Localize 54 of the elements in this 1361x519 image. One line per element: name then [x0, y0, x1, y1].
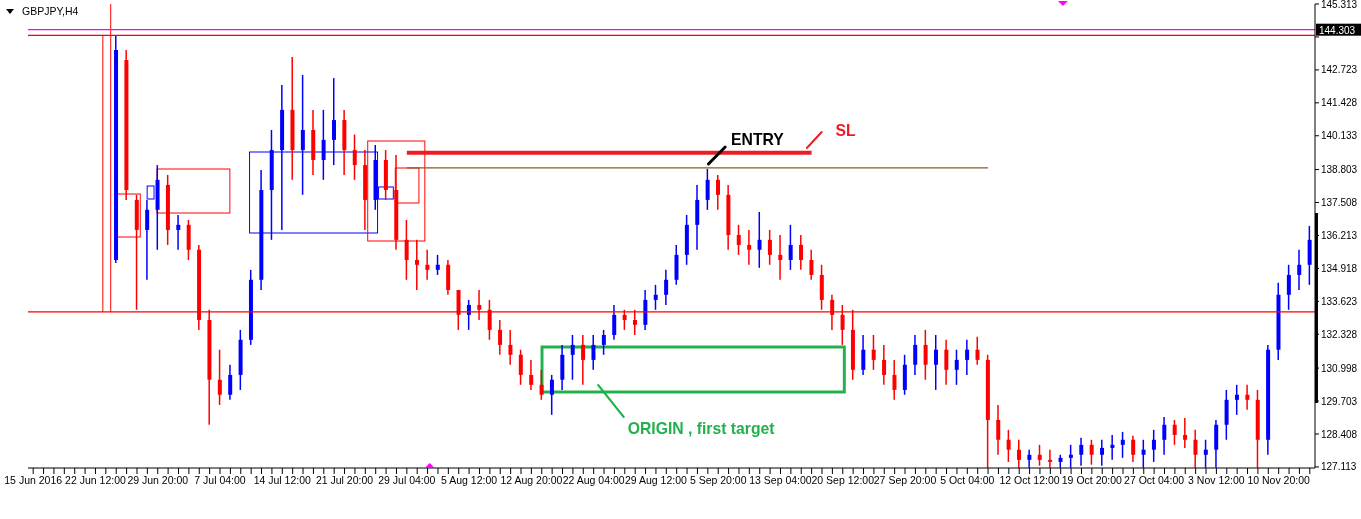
- candlestick: [290, 56, 295, 180]
- y-tick-label: 140.133: [1321, 130, 1358, 142]
- x-tick-label: 29 Jul 04:00: [378, 474, 436, 486]
- candlestick: [425, 249, 430, 280]
- candlestick: [1183, 417, 1188, 448]
- x-tick-label: 22 Jun 12:00: [65, 474, 126, 486]
- candlestick: [1245, 384, 1250, 410]
- x-tick-label: 20 Sep 12:00: [811, 474, 875, 486]
- y-tick-label: 129.703: [1321, 395, 1358, 407]
- y-tick-label: 142.723: [1321, 64, 1358, 76]
- x-tick-label: 22 Aug 04:00: [562, 474, 625, 486]
- annotation: ORIGIN , first target: [627, 419, 776, 438]
- x-tick-label: 27 Oct 04:00: [1124, 474, 1185, 486]
- y-tick-label: 134.918: [1321, 262, 1358, 274]
- y-tick-label: 145.313: [1321, 0, 1358, 10]
- y-tick-label: 141.428: [1321, 97, 1358, 109]
- x-tick-label: 13 Sep 04:00: [749, 474, 812, 486]
- x-tick-label: 29 Jun 20:00: [127, 474, 189, 486]
- candlestick: [1297, 249, 1302, 290]
- x-tick-label: 21 Jul 20:00: [315, 474, 374, 486]
- annotation: SL: [835, 121, 856, 140]
- x-tick-label: 15 Jun 2016: [4, 474, 63, 486]
- x-tick-label: 27 Sep 20:00: [873, 474, 937, 486]
- x-tick-label: 12 Aug 20:00: [500, 474, 563, 486]
- x-tick-label: 5 Oct 04:00: [940, 474, 995, 486]
- candlestick: [176, 214, 181, 250]
- candlestick: [778, 235, 783, 280]
- x-tick-label: 7 Jul 04:00: [194, 474, 246, 486]
- candlestick: [1110, 434, 1115, 460]
- chart-title: GBPJPY,H4: [22, 5, 79, 17]
- y-tick-label: 133.623: [1321, 295, 1358, 307]
- y-tick-label: 130.998: [1321, 362, 1358, 374]
- y-tick-label: 132.328: [1321, 328, 1358, 340]
- y-tick-label: 128.408: [1321, 428, 1358, 440]
- x-tick-label: 3 Nov 12:00: [1188, 474, 1245, 486]
- x-tick-label: 12 Oct 12:00: [999, 474, 1060, 486]
- x-tick-label: 5 Aug 12:00: [441, 474, 498, 486]
- x-tick-label: 19 Oct 20:00: [1061, 474, 1123, 486]
- x-tick-label: 14 Jul 12:00: [253, 474, 312, 486]
- x-tick-label: 5 Sep 20:00: [689, 474, 747, 486]
- x-tick-label: 29 Aug 12:00: [624, 474, 688, 486]
- y-tick-label: 137.508: [1321, 197, 1358, 209]
- annotation: ENTRY: [731, 130, 785, 149]
- ref-line-label: 144.303: [1319, 24, 1356, 36]
- x-tick-label: 10 Nov 20:00: [1247, 474, 1311, 486]
- candlestick: [581, 334, 586, 385]
- candlestick: [1048, 449, 1053, 468]
- candlestick: [747, 229, 752, 265]
- y-tick-label: 138.803: [1321, 164, 1358, 176]
- y-tick-label: 127.113: [1321, 461, 1357, 473]
- y-tick-label: 136.213: [1321, 230, 1358, 241]
- candlestick: [508, 329, 513, 365]
- candlestick: [1100, 439, 1105, 466]
- candlestick: [965, 339, 970, 375]
